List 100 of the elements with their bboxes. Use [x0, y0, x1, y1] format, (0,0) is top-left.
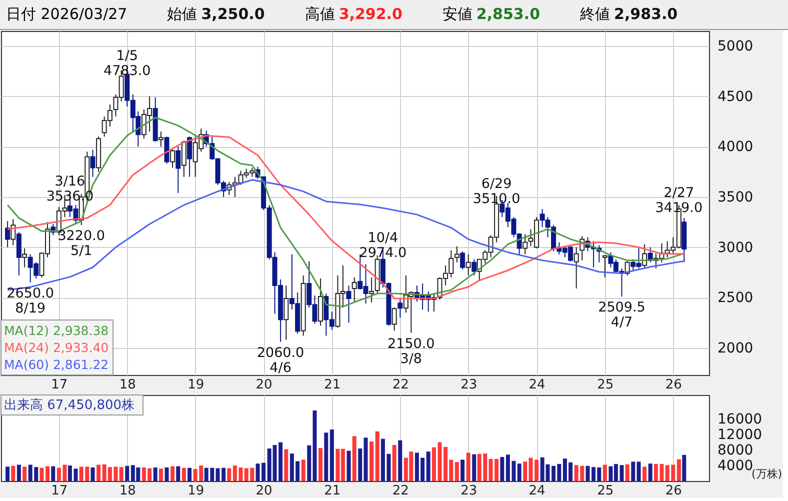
- x-tick-label: 24: [528, 378, 546, 392]
- candlestick: [176, 146, 181, 194]
- x-tick-label: 19: [188, 378, 204, 392]
- chart-title: 出来高 67,450,800株: [4, 397, 135, 413]
- annotation: 2509.5 4/7: [598, 300, 646, 331]
- y-tick-label: 2000: [718, 340, 754, 356]
- annotation: 2650.0 8/19: [6, 285, 54, 316]
- bar: [466, 452, 470, 481]
- text: MA(60) 2,861.22: [4, 357, 109, 372]
- bar: [454, 462, 459, 481]
- bar: [625, 464, 630, 481]
- candlestick: [574, 246, 579, 289]
- bar: [676, 459, 681, 481]
- bar: [324, 432, 328, 481]
- bar: [16, 464, 21, 481]
- x-tick-label: 26: [665, 378, 682, 392]
- bar: [392, 444, 396, 481]
- bar: [318, 448, 323, 481]
- text: 終値 2,983.0: [580, 5, 678, 24]
- bar: [398, 440, 402, 481]
- x-tick-label: 18: [119, 378, 136, 392]
- bar: [11, 466, 16, 481]
- bar: [278, 442, 283, 481]
- bar: [90, 467, 95, 481]
- bar: [370, 441, 374, 481]
- text: 安値 2,853.0: [442, 5, 540, 24]
- candlestick: [369, 276, 374, 304]
- chart-title: 日付 2026/03/27: [6, 5, 128, 24]
- text: MA(24) 2,933.40: [4, 340, 109, 355]
- x-tick-label: 19: [188, 484, 204, 498]
- annotation: 3220.0 5/1: [58, 228, 105, 260]
- bar: [301, 460, 306, 481]
- x-tick-label: 26: [665, 484, 682, 498]
- candlestick: [346, 284, 352, 324]
- candlestick: [16, 232, 22, 276]
- bar: [648, 464, 652, 481]
- x-tick-label: 22: [392, 378, 409, 392]
- bar: [164, 467, 169, 481]
- y-tick-label: 3500: [718, 189, 754, 206]
- y-tick-label: 5000: [718, 38, 754, 55]
- y-tick-label: 4500: [718, 88, 754, 105]
- bar: [534, 460, 539, 481]
- bar: [176, 466, 180, 481]
- bar: [40, 468, 44, 481]
- bar: [182, 468, 186, 481]
- y-axis-title: (万株): [752, 468, 782, 480]
- text: 始値 3,250.0: [167, 5, 265, 24]
- candlestick: [181, 140, 186, 178]
- candlestick: [466, 254, 471, 276]
- bar: [170, 466, 175, 481]
- candlestick: [472, 258, 477, 276]
- candlestick: [5, 220, 10, 248]
- annotation: 2150.0 3/8: [388, 336, 435, 367]
- bar: [51, 466, 56, 481]
- candlestick: [170, 149, 176, 168]
- bar: [119, 467, 124, 481]
- bar: [642, 466, 647, 481]
- bar: [46, 466, 50, 481]
- bar: [682, 454, 686, 481]
- candlestick: [22, 248, 28, 268]
- bar: [460, 460, 465, 481]
- y-tick-label: 2500: [718, 290, 754, 306]
- candlestick: [522, 234, 528, 255]
- bar: [158, 468, 163, 481]
- candlestick: [90, 149, 96, 178]
- bar: [256, 464, 260, 481]
- candlestick: [392, 307, 397, 332]
- candlestick: [398, 299, 403, 318]
- x-tick-label: 23: [460, 378, 478, 392]
- candlestick: [187, 136, 192, 178]
- bar: [472, 454, 476, 481]
- text: MA(12) 2,938.38: [4, 323, 109, 338]
- candlestick: [602, 254, 608, 278]
- x-tick-label: 20: [256, 484, 272, 498]
- x-tick-label: 23: [460, 484, 478, 498]
- bar: [284, 449, 288, 481]
- candlestick: [10, 218, 16, 246]
- bar: [330, 429, 334, 481]
- bar: [262, 462, 266, 481]
- bar: [426, 452, 430, 481]
- text: 高値 3,292.0: [304, 5, 402, 24]
- x-tick-label: 25: [597, 484, 614, 498]
- x-tick-label: 17: [51, 378, 68, 392]
- x-tick-label: 21: [324, 378, 341, 392]
- bar: [6, 466, 10, 481]
- bar: [96, 464, 101, 481]
- annotation: 2060.0 4/6: [256, 344, 304, 376]
- bar: [346, 450, 351, 481]
- bar: [352, 436, 356, 481]
- bar: [375, 431, 380, 481]
- bar: [153, 467, 158, 481]
- bar: [500, 456, 504, 481]
- candlestick: [454, 246, 460, 263]
- y-tick-label: 4000: [718, 139, 754, 156]
- y-tick-label: 8000: [718, 442, 754, 459]
- bar: [227, 468, 232, 481]
- candlestick: [158, 131, 164, 148]
- x-tick-label: 18: [119, 484, 136, 498]
- y-tick-label: 16000: [718, 412, 762, 428]
- x-tick-label: 17: [51, 484, 68, 498]
